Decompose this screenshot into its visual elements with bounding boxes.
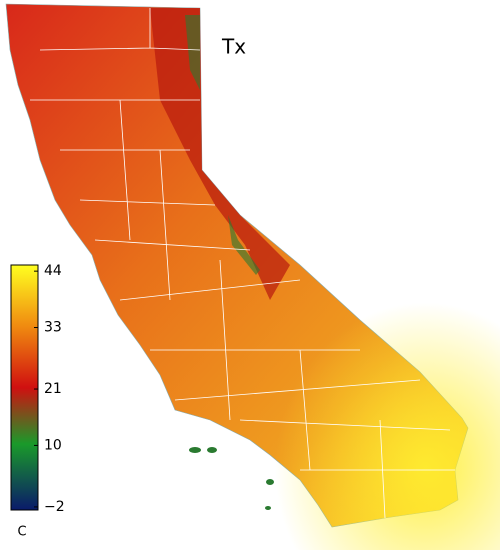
colorbar-tick-label: 33 (44, 320, 62, 336)
colorbar-tick-label: −2 (44, 499, 65, 515)
colorbar-tick-label: 10 (44, 437, 62, 453)
colorbar-tick-label: 21 (44, 381, 62, 397)
islands (189, 447, 274, 510)
colorbar: C 44 33 21 10 −2 (10, 263, 65, 540)
colorbar-gradient (10, 264, 39, 511)
colorbar-unit: C (17, 525, 26, 540)
sierra-crest (185, 15, 260, 275)
colorbar-tick-label: 44 (44, 263, 62, 279)
map-title: Tx (221, 35, 246, 59)
mountain-band (150, 8, 290, 300)
county-lines (30, 8, 455, 519)
